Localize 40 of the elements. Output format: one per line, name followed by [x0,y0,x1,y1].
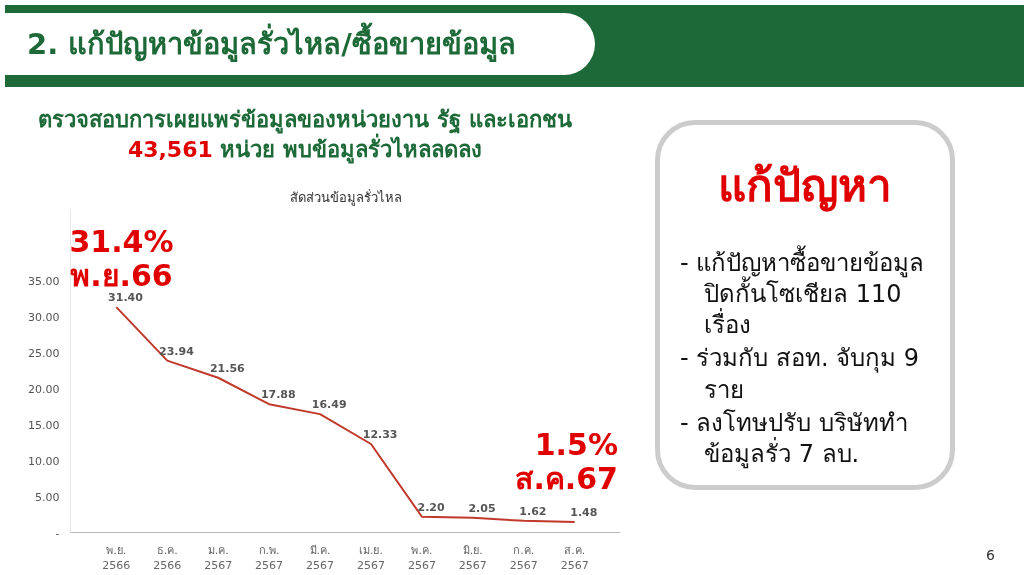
data-label: 2.20 [417,500,445,514]
y-tick-label: 15.00 [28,418,60,432]
annotation: 31.4% [69,224,174,260]
chart-title: สัดส่วนข้อมูลรั่วไหล [289,188,402,206]
chart-subtitle: ตรวจสอบการเผยแพร่ข้อมูลของหน่วยงาน รัฐ และเอกชน 43,561 หน่วย พบข้อมูลรั่วไหลลดลง [37,106,573,165]
y-tick-label: 10.00 [28,454,60,468]
y-tick-label: 35.00 [28,275,60,289]
x-tick-label: ก.พ. 2567 [255,543,284,573]
data-label: 17.88 [260,388,296,402]
text: แก้ปัญหา [717,159,893,214]
x-tick-label: ก.ค. 2567 [509,543,538,573]
x-tick-label: ธ.ค. 2566 [153,543,182,573]
data-label: 23.94 [159,344,195,358]
x-tick-label: ส.ค. 2567 [560,543,589,573]
x-tick-label: เม.ย. 2567 [356,543,385,573]
data-label: 1.62 [519,504,547,518]
text: 6 [985,546,995,565]
annotation: 1.5% [534,426,618,462]
x-tick-label: พ.ค. 2567 [407,543,436,573]
y-tick-label: 20.00 [28,382,60,396]
y-tick-label: 5.00 [35,490,60,504]
data-label: 2.05 [468,501,496,515]
text: 2. แก้ปัญหาข้อมูลรั่วไหล/ซื้อขายข้อมูล [5,13,595,75]
text: - ลงโทษปรับ บริษัททำ ข้อมูลรั่ว 7 ลบ. [680,407,909,471]
data-label: 21.56 [209,361,246,375]
x-tick-label: มี.ค. 2567 [306,543,335,573]
y-tick-label: - [55,526,60,540]
x-tick-label: มิ.ย. 2567 [458,543,487,573]
data-label: 12.33 [362,428,398,441]
x-tick-label: พ.ย. 2566 [102,543,131,573]
data-label: 1.48 [570,505,598,519]
x-tick-label: ม.ค. 2567 [204,543,233,573]
data-label: 31.40 [108,291,144,305]
text: - ร่วมกับ สอท. จับกุม 9 ราย [680,343,921,406]
annotation: พ.ย.66 [70,258,173,294]
y-tick-label: 25.00 [28,347,60,361]
annotation: ส.ค.67 [515,460,618,496]
y-tick-label: 30.00 [28,311,60,325]
text: - แก้ปัญหาซื้อขายข้อมูล ปิดกั้นโซเชียล 110 เรื่อง [680,247,926,342]
data-label: 16.49 [311,398,347,412]
